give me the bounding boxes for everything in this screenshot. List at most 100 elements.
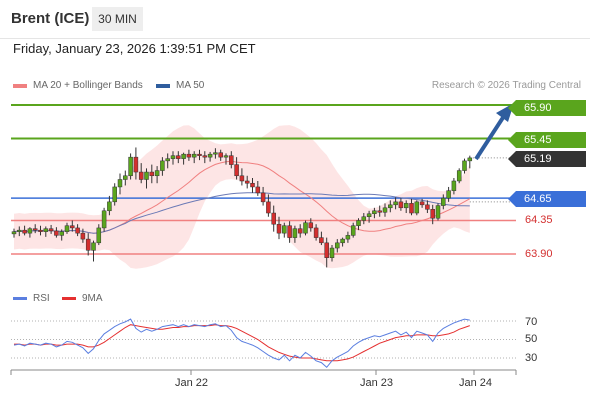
chart-header: Brent (ICE) 30 MIN: [0, 0, 590, 39]
candle-body-14: [85, 238, 91, 251]
candle-body-72: [393, 201, 398, 206]
candle-body-71: [388, 204, 393, 209]
candle-body-74: [403, 203, 409, 209]
candle-body-80: [435, 205, 441, 219]
candle-body-75: [409, 203, 414, 214]
candle-body-15: [91, 242, 96, 251]
research-credit: Research © 2026 Trading Central: [431, 80, 581, 91]
candle-body-44: [244, 180, 250, 184]
bollinger-band: [14, 125, 470, 269]
candle-body-47: [260, 192, 266, 203]
candle-body-35: [197, 153, 202, 156]
candle-body-86: [467, 157, 473, 162]
candle-body-13: [80, 232, 86, 240]
candle-body-56: [308, 222, 314, 229]
instrument-title: Brent (ICE): [11, 10, 90, 27]
candle-body-58: [319, 237, 324, 244]
candle-body-61: [335, 242, 340, 249]
candle-body-31: [176, 155, 181, 159]
candle-body-52: [287, 225, 292, 238]
candle-body-76: [414, 201, 420, 214]
candle-body-11: [70, 225, 75, 229]
candle-body-21: [123, 175, 128, 180]
candle-body-65: [356, 220, 361, 226]
candle-body-33: [186, 153, 192, 158]
candle-body-3: [27, 228, 33, 234]
ma9-line: [14, 324, 470, 362]
candle-body-57: [313, 227, 319, 238]
candle-body-8: [54, 230, 59, 236]
candle-body-18: [107, 201, 112, 212]
candle-body-39: [218, 152, 223, 158]
candle-body-55: [303, 222, 308, 234]
rsi-tick-30: 30: [525, 352, 538, 364]
candle-body-17: [101, 210, 107, 229]
candle-body-36: [202, 155, 208, 158]
pivot-tag-text: 64.65: [524, 193, 552, 205]
candle-body-62: [340, 238, 345, 244]
candle-body-77: [419, 201, 425, 206]
candle-body-82: [446, 190, 451, 199]
candle-body-30: [170, 155, 176, 159]
candle-body-64: [350, 225, 356, 236]
support-label-1: 64.35: [525, 214, 553, 226]
x-tick-jan22: Jan 22: [175, 377, 209, 389]
candle-body-27: [154, 170, 160, 177]
candle-body-48: [266, 201, 271, 214]
candle-body-38: [213, 152, 218, 155]
candle-body-28: [160, 160, 165, 171]
rsi-tick-70: 70: [525, 316, 538, 328]
candle-body-10: [64, 225, 70, 232]
ma9-legend-swatch: [62, 297, 76, 300]
candle-body-54: [297, 228, 303, 234]
candle-body-85: [462, 160, 467, 171]
candle-body-59: [324, 242, 329, 258]
rsi-line: [13, 318, 470, 369]
rsi-tick-50: 50: [525, 333, 538, 345]
candle-body-23: [133, 156, 139, 173]
candle-body-29: [165, 158, 170, 162]
candle-body-46: [255, 186, 261, 194]
candle-body-9: [59, 231, 64, 236]
candle-body-63: [345, 235, 351, 240]
candle-body-22: [128, 156, 133, 177]
current-price-tag: 65.19: [508, 151, 586, 167]
timeframe-button[interactable]: 30 MIN: [92, 7, 143, 31]
candle-body-24: [138, 171, 144, 180]
ma9-legend-label: 9MA: [82, 293, 103, 304]
resistance-tag-1-text: 65.45: [524, 134, 552, 146]
candle-body-26: [149, 171, 155, 177]
chart-datetime: Friday, January 23, 2026 1:39:51 PM CET: [13, 41, 256, 56]
candle-body-25: [144, 171, 149, 180]
resistance-tag-2-text: 65.90: [524, 102, 552, 114]
x-tick-jan23: Jan 23: [360, 377, 394, 389]
candle-body-66: [361, 216, 367, 221]
ma20-legend-label: MA 20 + Bollinger Bands: [33, 80, 143, 91]
rsi-legend-label: RSI: [33, 293, 50, 304]
candle-body-2: [22, 229, 27, 234]
projection-arrow-shaft: [474, 114, 506, 161]
candle-body-12: [75, 227, 80, 234]
candle-body-16: [96, 227, 102, 244]
ma20-legend-swatch: [13, 84, 27, 88]
candle-body-78: [425, 204, 430, 210]
current-price-text: 65.19: [524, 153, 552, 165]
pivot-tag: 64.65: [508, 191, 586, 207]
candle-body-1: [17, 229, 22, 232]
candle-body-51: [282, 225, 287, 234]
candle-body-20: [117, 179, 123, 188]
candle-body-32: [181, 153, 186, 159]
candle-body-69: [377, 210, 382, 213]
candle-body-81: [441, 197, 446, 206]
candle-body-79: [430, 209, 435, 219]
candle-body-50: [276, 223, 282, 234]
candle-body-73: [398, 201, 404, 209]
support-label-2: 63.90: [525, 248, 553, 260]
candle-body-83: [451, 180, 457, 191]
resistance-tag-2: 65.90: [508, 100, 586, 116]
candle-body-43: [239, 175, 245, 182]
ma50-line: [13, 192, 470, 234]
candle-body-84: [456, 170, 462, 182]
candle-body-60: [329, 247, 335, 258]
